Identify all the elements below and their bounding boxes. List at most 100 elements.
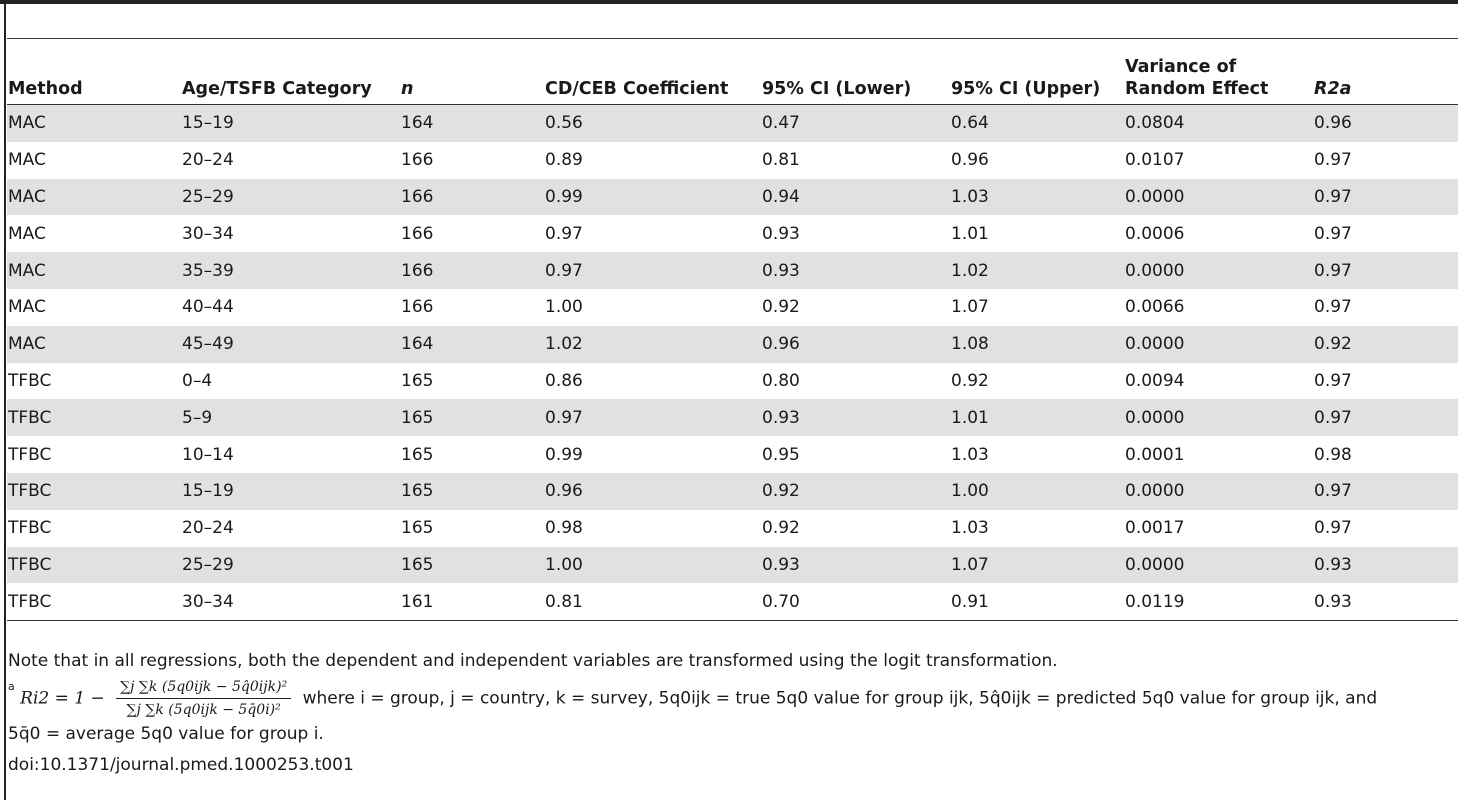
cell-ci-upper: 0.64 — [951, 113, 989, 134]
cell-age-category: 25–29 — [182, 554, 234, 575]
regression-note: Note that in all regressions, both the d… — [8, 651, 1058, 671]
cell-n: 166 — [401, 297, 434, 318]
formula-definition-continued: 5q̄0 = average 5q0 value for group i. — [8, 724, 324, 744]
cell-coefficient: 0.97 — [545, 260, 583, 281]
cell-ci-upper: 1.03 — [951, 518, 989, 539]
table-row: MAC 35–39 166 0.97 0.93 1.02 0.0000 0.97 — [7, 252, 1458, 289]
cell-n: 165 — [401, 444, 434, 465]
cell-ci-upper: 0.91 — [951, 591, 989, 612]
table-row: TFBC 0–4 165 0.86 0.80 0.92 0.0094 0.97 — [7, 363, 1458, 400]
cell-variance: 0.0000 — [1125, 186, 1185, 207]
cell-method: TFBC — [8, 554, 52, 575]
cell-r-squared: 0.97 — [1314, 223, 1352, 244]
cell-n: 165 — [401, 370, 434, 391]
cell-n: 166 — [401, 223, 434, 244]
cell-ci-lower: 0.95 — [762, 444, 800, 465]
cell-variance: 0.0000 — [1125, 260, 1185, 281]
cell-r-squared: 0.97 — [1314, 150, 1352, 171]
table-row: MAC 30–34 166 0.97 0.93 1.01 0.0006 0.97 — [7, 215, 1458, 252]
r-squared-footnote: a Ri2 = 1 − ∑j ∑k (5q0ijk − 5q̂0ijk)² ∑j… — [8, 676, 1448, 754]
cell-variance: 0.0066 — [1125, 297, 1185, 318]
cell-r-squared: 0.97 — [1314, 297, 1352, 318]
cell-r-squared: 0.98 — [1314, 444, 1352, 465]
header-n: n — [401, 79, 414, 99]
cell-method: MAC — [8, 223, 46, 244]
table-row: MAC 40–44 166 1.00 0.92 1.07 0.0066 0.97 — [7, 289, 1458, 326]
table-row: MAC 20–24 166 0.89 0.81 0.96 0.0107 0.97 — [7, 142, 1458, 179]
cell-method: MAC — [8, 150, 46, 171]
cell-ci-lower: 0.47 — [762, 113, 800, 134]
cell-r-squared: 0.92 — [1314, 334, 1352, 355]
cell-n: 165 — [401, 518, 434, 539]
cell-method: TFBC — [8, 518, 52, 539]
table-footnotes: Note that in all regressions, both the d… — [8, 650, 1448, 776]
formula-lhs: Ri2 = 1 − — [20, 688, 105, 709]
cell-coefficient: 0.81 — [545, 591, 583, 612]
cell-method: MAC — [8, 334, 46, 355]
cell-n: 165 — [401, 481, 434, 502]
cell-age-category: 10–14 — [182, 444, 234, 465]
results-table: Method Age/TSFB Category n CD/CEB Coefficie… — [7, 38, 1458, 621]
results-table-container: Method Age/TSFB Category n CD/CEB Coefficie… — [7, 38, 1458, 621]
formula-definition: where i = group, j = country, k = survey… — [302, 688, 1378, 709]
header-age-category: Age/TSFB Category — [182, 79, 372, 99]
cell-ci-upper: 1.03 — [951, 186, 989, 207]
table-body: MAC 15–19 164 0.56 0.47 0.64 0.0804 0.96 MAC 20–2… — [7, 104, 1458, 621]
cell-coefficient: 0.89 — [545, 150, 583, 171]
cell-method: TFBC — [8, 591, 52, 612]
cell-method: MAC — [8, 260, 46, 281]
cell-variance: 0.0006 — [1125, 223, 1185, 244]
table-row: TFBC 30–34 161 0.81 0.70 0.91 0.0119 0.93 — [7, 583, 1458, 621]
table-row: TFBC 20–24 165 0.98 0.92 1.03 0.0017 0.97 — [7, 510, 1458, 547]
table-row: MAC 15–19 164 0.56 0.47 0.64 0.0804 0.96 — [7, 104, 1458, 142]
cell-age-category: 0–4 — [182, 370, 213, 391]
cell-ci-lower: 0.94 — [762, 186, 800, 207]
cell-ci-lower: 0.70 — [762, 591, 800, 612]
cell-variance: 0.0000 — [1125, 334, 1185, 355]
cell-ci-upper: 0.92 — [951, 370, 989, 391]
formula-numerator: ∑j ∑k (5q0ijk − 5q̂0ijk)² — [116, 676, 292, 699]
cell-ci-lower: 0.92 — [762, 518, 800, 539]
cell-method: TFBC — [8, 407, 52, 428]
cell-ci-lower: 0.93 — [762, 223, 800, 244]
cell-age-category: 30–34 — [182, 223, 234, 244]
cell-variance: 0.0001 — [1125, 444, 1185, 465]
header-ci-lower: 95% CI (Lower) — [762, 79, 912, 99]
cell-coefficient: 0.99 — [545, 444, 583, 465]
cell-method: TFBC — [8, 370, 52, 391]
cell-variance: 0.0017 — [1125, 518, 1185, 539]
cell-r-squared: 0.97 — [1314, 370, 1352, 391]
cell-r-squared: 0.97 — [1314, 186, 1352, 207]
table-row: MAC 25–29 166 0.99 0.94 1.03 0.0000 0.97 — [7, 178, 1458, 216]
cell-coefficient: 0.96 — [545, 481, 583, 502]
cell-r-squared: 0.93 — [1314, 591, 1352, 612]
cell-coefficient: 0.86 — [545, 370, 583, 391]
cell-ci-lower: 0.96 — [762, 334, 800, 355]
left-border — [4, 0, 6, 800]
cell-variance: 0.0000 — [1125, 407, 1185, 428]
cell-ci-upper: 1.08 — [951, 334, 989, 355]
cell-coefficient: 1.02 — [545, 334, 583, 355]
table-row: TFBC 25–29 165 1.00 0.93 1.07 0.0000 0.93 — [7, 546, 1458, 584]
cell-age-category: 40–44 — [182, 297, 234, 318]
cell-age-category: 20–24 — [182, 518, 234, 539]
cell-variance: 0.0000 — [1125, 554, 1185, 575]
cell-coefficient: 1.00 — [545, 554, 583, 575]
cell-ci-upper: 1.02 — [951, 260, 989, 281]
cell-variance: 0.0119 — [1125, 591, 1185, 612]
table-row: TFBC 10–14 165 0.99 0.95 1.03 0.0001 0.98 — [7, 436, 1458, 473]
cell-r-squared: 0.97 — [1314, 518, 1352, 539]
cell-n: 161 — [401, 591, 434, 612]
cell-n: 165 — [401, 407, 434, 428]
cell-coefficient: 1.00 — [545, 297, 583, 318]
cell-age-category: 30–34 — [182, 591, 234, 612]
doi-reference: doi:10.1371/journal.pmed.1000253.t001 — [8, 755, 354, 775]
cell-r-squared: 0.96 — [1314, 113, 1352, 134]
top-border — [0, 0, 1458, 4]
cell-n: 165 — [401, 554, 434, 575]
cell-n: 164 — [401, 113, 434, 134]
cell-ci-lower: 0.93 — [762, 407, 800, 428]
footnote-marker: a — [8, 680, 15, 693]
cell-method: TFBC — [8, 444, 52, 465]
cell-ci-upper: 0.96 — [951, 150, 989, 171]
